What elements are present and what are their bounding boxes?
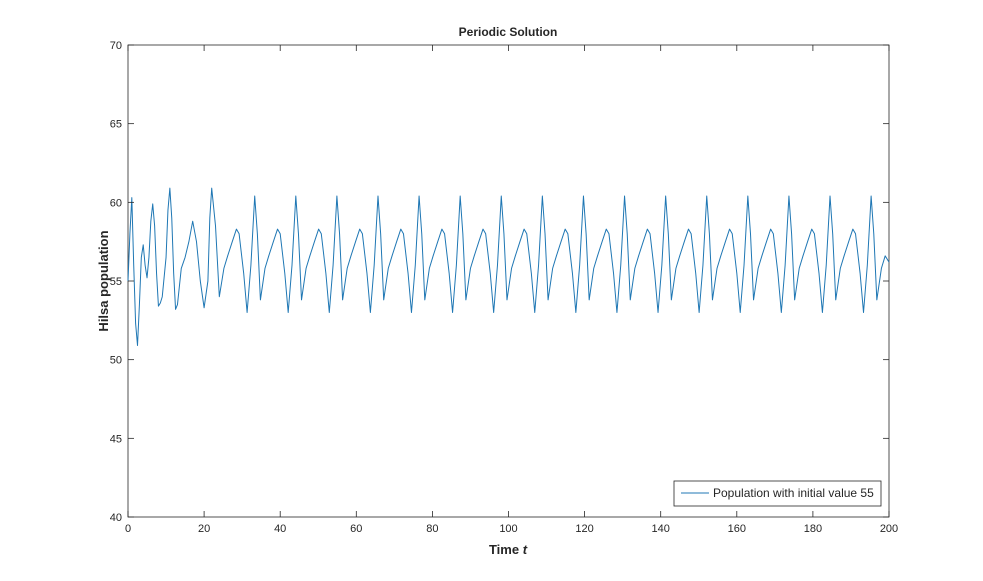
plot-area	[127, 44, 890, 518]
x-tick-label: 160	[728, 523, 746, 535]
y-tick-label: 55	[110, 276, 122, 288]
y-axis-title: Hilsa population	[96, 230, 111, 331]
chart-title: Periodic Solution	[459, 25, 558, 39]
x-tick-label: 80	[426, 523, 438, 535]
y-tick-label: 50	[110, 355, 122, 367]
y-tick-label: 70	[110, 40, 122, 52]
y-tick-label: 65	[110, 119, 122, 131]
x-tick-label: 120	[575, 523, 593, 535]
x-axis-title-variable: t	[523, 542, 528, 557]
legend-entry-label: Population with initial value 55	[713, 486, 874, 500]
x-tick-label: 200	[880, 523, 898, 535]
x-tick-label: 60	[350, 523, 362, 535]
x-tick-label: 40	[274, 523, 286, 535]
x-tick-label: 100	[499, 523, 517, 535]
x-tick-label: 140	[652, 523, 670, 535]
y-tick-label: 40	[110, 512, 122, 524]
legend: Population with initial value 55	[673, 480, 882, 507]
x-axis-title-text: Time	[489, 542, 519, 557]
y-axis: 40 45 50 55 60 65 70	[110, 40, 889, 524]
x-axis: 0 20 40 60 80 100 120 140 160 180 200	[125, 45, 898, 535]
x-tick-label: 0	[125, 523, 131, 535]
y-tick-label: 60	[110, 197, 122, 209]
y-tick-label: 45	[110, 433, 122, 445]
x-tick-label: 180	[804, 523, 822, 535]
axes-box	[127, 44, 890, 518]
x-tick-label: 20	[198, 523, 210, 535]
series-line	[127, 187, 890, 347]
x-axis-title: Time t	[489, 542, 528, 557]
